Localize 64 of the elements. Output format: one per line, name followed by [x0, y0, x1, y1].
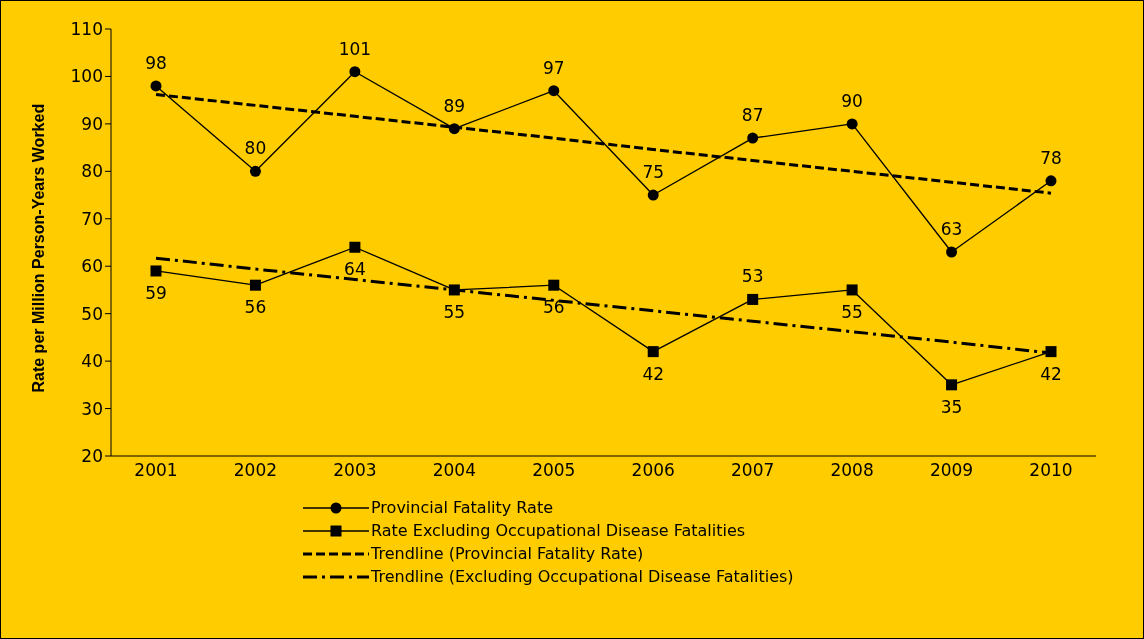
legend-label: Provincial Fatality Rate	[371, 498, 554, 517]
point	[249, 165, 261, 177]
y-tick-label: 40	[81, 351, 103, 372]
data-label: 42	[642, 363, 665, 384]
point	[647, 189, 659, 201]
data-label: 90	[841, 90, 863, 111]
data-label: 80	[244, 138, 267, 159]
point	[548, 279, 560, 291]
y-tick-label: 90	[81, 113, 103, 134]
x-tick-label: 2001	[134, 460, 178, 481]
y-tick-label: 30	[81, 398, 103, 419]
y-tick-label: 50	[81, 303, 103, 324]
point	[1045, 175, 1057, 187]
data-label: 97	[542, 57, 565, 78]
point	[1045, 346, 1057, 358]
data-label: 89	[443, 95, 466, 116]
y-tick-label: 60	[81, 256, 103, 277]
legend-label: Trendline (Provincial Fatality Rate)	[371, 544, 644, 563]
x-tick-label: 2002	[233, 460, 278, 481]
y-axis-title: Rate per Million Person-Years Worked	[29, 103, 47, 393]
x-tick-label: 2005	[532, 460, 576, 481]
point	[150, 265, 162, 277]
data-label: 55	[443, 301, 466, 322]
data-label: 35	[940, 396, 963, 417]
point	[647, 346, 659, 358]
data-label: 55	[841, 301, 863, 322]
point	[349, 241, 361, 253]
data-label: 87	[741, 105, 764, 126]
point	[448, 123, 460, 135]
point	[846, 118, 858, 130]
point	[249, 279, 261, 291]
data-label: 53	[741, 266, 764, 287]
y-tick-label: 80	[81, 161, 103, 182]
data-label: 98	[145, 52, 167, 73]
data-label: 78	[1040, 147, 1062, 168]
point	[946, 246, 958, 258]
data-label: 59	[145, 282, 167, 303]
point	[747, 293, 759, 305]
legend-label: Trendline (Excluding Occupational Disease Fatalities)	[371, 567, 794, 586]
point	[548, 85, 560, 97]
x-tick-label: 2006	[631, 460, 675, 481]
data-label: 101	[338, 38, 372, 59]
x-tick-label: 2007	[731, 460, 775, 481]
point	[150, 80, 162, 92]
x-tick-label: 2008	[830, 460, 874, 481]
x-tick-label: 2003	[333, 460, 377, 481]
data-label: 42	[1040, 363, 1062, 384]
data-label: 56	[244, 297, 267, 318]
point	[846, 284, 858, 296]
point	[946, 379, 958, 391]
data-label: 64	[344, 259, 366, 280]
point	[448, 284, 460, 296]
y-tick-label: 20	[81, 446, 103, 467]
y-tick-label: 110	[70, 19, 103, 40]
x-tick-label: 2004	[432, 460, 476, 481]
data-label: 63	[940, 218, 963, 239]
x-tick-label: 2010	[1029, 460, 1073, 481]
y-tick-label: 70	[81, 208, 103, 229]
legend-label: Rate Excluding Occupational Disease Fatalities	[371, 521, 746, 540]
x-tick-label: 2009	[929, 460, 974, 481]
data-label: 75	[642, 162, 665, 183]
point	[747, 132, 759, 144]
y-tick-label: 100	[70, 66, 103, 87]
point	[349, 66, 361, 78]
